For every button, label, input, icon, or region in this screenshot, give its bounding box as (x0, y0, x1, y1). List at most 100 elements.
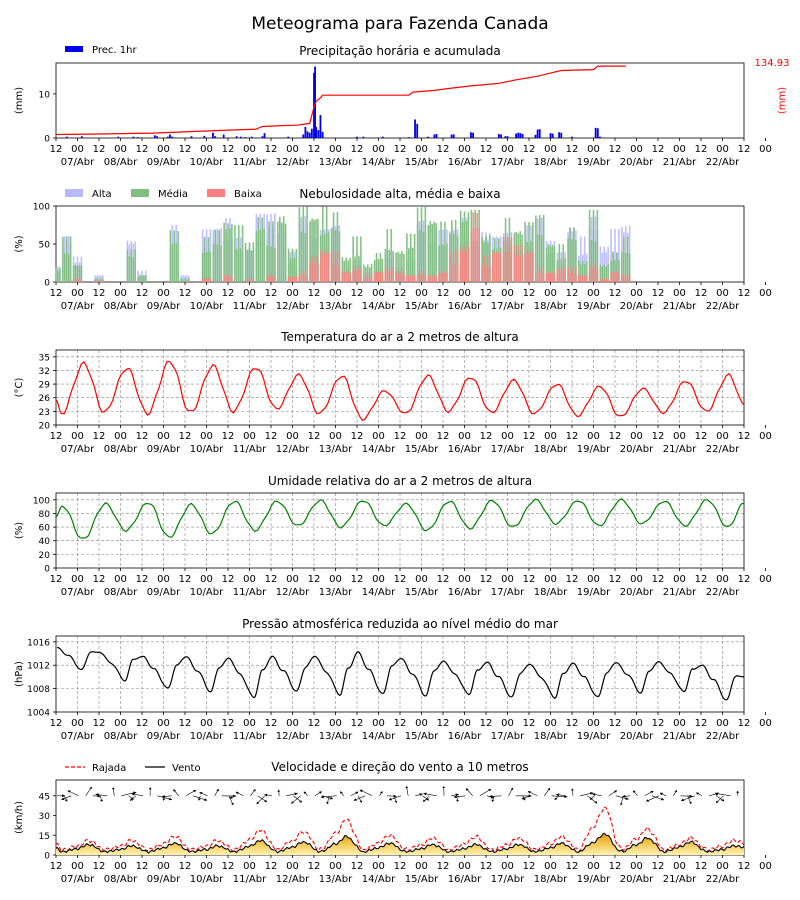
cloud-bar-baixa (420, 274, 423, 282)
precip-bar (212, 132, 214, 138)
cloud-bar-baixa (603, 279, 606, 282)
cloud-bar-media (177, 230, 179, 282)
x-tick-label: 00 (415, 431, 428, 442)
cloud-bar-media (392, 250, 394, 282)
x-tick-label: 00 (630, 718, 643, 729)
cloud-bar-media (336, 211, 339, 282)
y-tick-label: 1016 (27, 638, 50, 648)
cloud-bar-media (207, 237, 210, 282)
x-tick-label: 00 (716, 861, 729, 872)
wind-arrow-head (89, 786, 92, 790)
x-date-label: 19/Abr (577, 587, 611, 598)
precip-bar (250, 136, 253, 138)
cloud-bar-baixa (446, 271, 448, 282)
y-tick-label: 45 (39, 792, 50, 802)
x-tick-label: 12 (265, 431, 278, 442)
x-tick-label: 00 (286, 431, 299, 442)
x-date-label: 19/Abr (577, 444, 611, 455)
x-tick-label: 12 (437, 861, 450, 872)
x-tick-label: 00 (501, 861, 514, 872)
x-tick-label: 12 (738, 288, 751, 299)
cloud-bar-baixa (403, 270, 405, 282)
x-tick-label: 00 (544, 574, 557, 585)
cloud-bar-media (252, 242, 255, 282)
x-tick-label: 12 (179, 574, 192, 585)
cloud-bar-media (618, 259, 620, 282)
x-tick-label: 00 (501, 144, 514, 155)
y-tick-label: 20 (39, 422, 51, 432)
x-date-label: 10/Abr (190, 444, 224, 455)
precip-bar (551, 133, 554, 138)
cloud-bar-baixa (300, 270, 303, 282)
cloud-bar-media (223, 222, 225, 282)
cloud-bar-media (225, 229, 227, 282)
cloud-bar-media (401, 251, 403, 282)
cloud-bar-baixa (624, 274, 627, 282)
cloud-bar-media (80, 264, 83, 282)
cloud-bar-media (309, 220, 311, 282)
x-tick-label: 12 (437, 431, 450, 442)
precip-bar (414, 119, 416, 138)
precip-bar (306, 131, 309, 138)
cloud-bar-media (279, 216, 281, 282)
wind-arrow-head (97, 794, 101, 798)
cloud-bar-media (545, 247, 548, 282)
x-tick-label: 00 (243, 288, 256, 299)
cloud-bar-baixa (418, 270, 421, 282)
panel-3: Temperatura do ar a 2 metros de altura 20… (14, 330, 772, 455)
cloud-bar-baixa (461, 251, 464, 282)
x-tick-label: 12 (523, 861, 536, 872)
precip-bar (500, 134, 502, 138)
cloud-bar-media (547, 244, 550, 282)
cloud-bar-media (214, 230, 217, 282)
x-date-label: 18/Abr (534, 731, 568, 742)
legend-label-wind: Vento (172, 763, 201, 774)
cloud-bar-baixa (248, 279, 251, 282)
cloud-bar-media (623, 236, 625, 282)
cloud-bar-baixa (205, 278, 208, 282)
wind-arrow-head (489, 794, 493, 798)
x-tick-label: 00 (458, 431, 471, 442)
cloud-bar-baixa (266, 274, 268, 282)
cloud-bar-baixa (422, 270, 425, 282)
cloud-bar-media (433, 221, 435, 282)
x-date-label: 18/Abr (534, 301, 568, 312)
x-tick-label: 00 (200, 288, 213, 299)
x-tick-label: 12 (136, 431, 149, 442)
x-tick-label: 12 (480, 144, 493, 155)
y-tick-label: 32 (39, 367, 50, 377)
cloud-bar-media (241, 225, 244, 282)
x-date-label: 18/Abr (534, 874, 568, 885)
x-tick-label: 12 (695, 144, 708, 155)
x-tick-label: 12 (394, 288, 407, 299)
cloud-bar-media (431, 223, 434, 282)
cloud-bar-baixa (406, 275, 408, 282)
y-tick-label: 23 (39, 408, 50, 418)
legend-label-gust: Rajada (92, 763, 126, 774)
precip-bar (263, 133, 266, 138)
cloud-bar-baixa (320, 250, 322, 282)
x-tick-label: 00 (458, 288, 471, 299)
panel-title: Velocidade e direção do vento a 10 metro… (271, 760, 528, 774)
cloud-bar-baixa (302, 274, 305, 282)
y-axis-label: (%) (14, 522, 25, 539)
cloud-bar-baixa (395, 270, 397, 282)
x-date-label: 09/Abr (147, 731, 181, 742)
wind-arrow-head (95, 793, 99, 797)
cloud-bar-media (227, 223, 229, 282)
cloud-bar-media (171, 244, 174, 282)
cloud-bar-baixa (304, 270, 306, 282)
cloud-bar-baixa (338, 251, 341, 282)
wind-arrow-head (716, 800, 719, 803)
cloud-bar-media (621, 252, 623, 282)
cloud-bar-media (628, 253, 631, 282)
x-date-label: 16/Abr (448, 444, 482, 455)
x-tick-label: 12 (437, 718, 450, 729)
cloud-bar-baixa (336, 264, 339, 282)
x-tick-label: 00 (759, 718, 772, 729)
x-tick-label: 00 (544, 861, 557, 872)
x-tick-label: 00 (716, 718, 729, 729)
cloud-bar-baixa (78, 278, 81, 282)
legend-swatch-cloud (207, 189, 225, 197)
cloud-bar-baixa (444, 272, 446, 282)
